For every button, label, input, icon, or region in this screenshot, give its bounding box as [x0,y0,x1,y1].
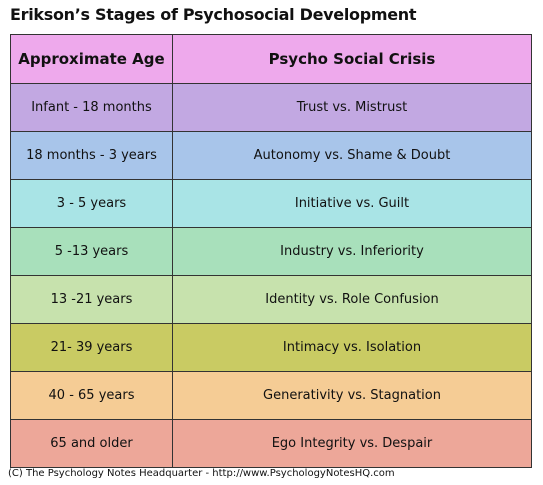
table-row: 18 months - 3 years Autonomy vs. Shame & … [10,131,532,180]
crisis-cell: Trust vs. Mistrust [172,83,532,132]
crisis-cell: Identity vs. Role Confusion [172,275,532,324]
age-cell: 40 - 65 years [10,371,173,420]
table-body: Infant - 18 months Trust vs. Mistrust 18 m… [10,83,532,468]
crisis-cell: Generativity vs. Stagnation [172,371,532,420]
table-row: Infant - 18 months Trust vs. Mistrust [10,83,532,132]
age-cell: 13 -21 years [10,275,173,324]
crisis-cell: Initiative vs. Guilt [172,179,532,228]
age-cell: 5 -13 years [10,227,173,276]
table-row: 13 -21 years Identity vs. Role Confusion [10,275,532,324]
header-cell: Approximate Age [10,34,173,84]
table-row: 40 - 65 years Generativity vs. Stagnation [10,371,532,420]
table-row: 3 - 5 years Initiative vs. Guilt [10,179,532,228]
age-cell: Infant - 18 months [10,83,173,132]
table-row: 65 and older Ego Integrity vs. Despair [10,419,532,468]
stages-table: Approximate Age Psycho Social Crisis Inf… [10,34,532,468]
crisis-cell: Autonomy vs. Shame & Doubt [172,131,532,180]
age-cell: 65 and older [10,419,173,468]
title: Erikson’s Stages of Psychosocial Develop… [10,5,417,24]
crisis-cell: Industry vs. Inferiority [172,227,532,276]
header-row: Approximate Age Psycho Social Crisis [10,34,532,84]
crisis-cell: Ego Integrity vs. Despair [172,419,532,468]
age-cell: 3 - 5 years [10,179,173,228]
table-row: 5 -13 years Industry vs. Inferiority [10,227,532,276]
header-cell: Psycho Social Crisis [172,34,532,84]
age-cell: 21- 39 years [10,323,173,372]
footer: (C) The Psychology Notes Headquarter - h… [8,468,395,479]
crisis-cell: Intimacy vs. Isolation [172,323,532,372]
table-row: 21- 39 years Intimacy vs. Isolation [10,323,532,372]
age-cell: 18 months - 3 years [10,131,173,180]
